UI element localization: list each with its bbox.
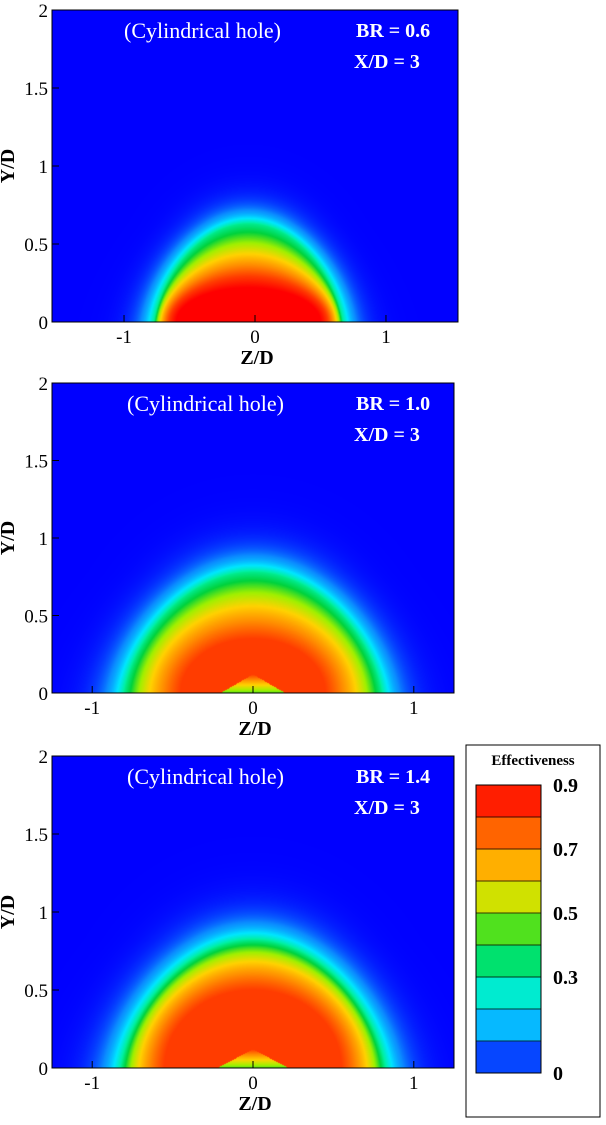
- x-tick-label: 0: [250, 327, 260, 348]
- panel-1: -1 0 1 0 0.5 1 1.5 2 Z/D Y/D (Cylindrical hole) BR …: [0, 1, 459, 369]
- y-tick-label: 1: [39, 157, 49, 178]
- panel-2: -1 0 1 0 0.5 1 1.5 2 Z/D Y/D (Cylindrical hole) BR …: [0, 374, 455, 740]
- x-tick-label: 1: [409, 698, 419, 719]
- blowing-ratio-label: BR = 0.6: [356, 20, 430, 42]
- y-tick-label: 1: [39, 529, 49, 550]
- x-axis-title: Z/D: [238, 1093, 271, 1115]
- blowing-ratio-label: BR = 1.0: [356, 393, 430, 415]
- y-tick-label: 0.5: [24, 981, 48, 1002]
- effectiveness-contour: [52, 10, 458, 322]
- y-tick-label: 0: [39, 684, 49, 705]
- x-tick-label: 0: [248, 1073, 258, 1094]
- streamwise-position-label: X/D = 3: [354, 797, 420, 819]
- x-tick-label: 0: [248, 698, 258, 719]
- colorbar-level: [476, 849, 541, 882]
- colorbar-title: Effectiveness: [491, 753, 574, 769]
- panels: -1 0 1 0 0.5 1 1.5 2 Z/D Y/D (Cylindrical hole) BR …: [0, 1, 459, 1115]
- colorbar-tick-label: 0: [553, 1063, 563, 1085]
- effectiveness-contour: [52, 383, 454, 693]
- x-tick-label: -1: [84, 698, 100, 719]
- colorbar-tick-label: 0.3: [553, 967, 578, 989]
- hole-type-annotation: (Cylindrical hole): [127, 764, 284, 789]
- y-tick-label: 2: [39, 747, 49, 768]
- y-tick-label: 0: [39, 1059, 49, 1080]
- y-tick-label: 0: [39, 313, 49, 334]
- effectiveness-contour: [52, 756, 454, 1068]
- x-axis-title: Z/D: [238, 718, 271, 740]
- streamwise-position-label: X/D = 3: [354, 51, 420, 73]
- panel-3: -1 0 1 0 0.5 1 1.5 2 Z/D Y/D (Cylindrical hole) BR …: [0, 747, 455, 1115]
- y-axis-title: Y/D: [0, 521, 19, 555]
- colorbar-level: [476, 1041, 541, 1074]
- streamwise-position-label: X/D = 3: [354, 424, 420, 446]
- y-tick-label: 0.5: [24, 607, 48, 628]
- x-tick-label: 1: [381, 327, 391, 348]
- colorbar-level: [476, 945, 541, 978]
- y-tick-label: 2: [39, 374, 49, 395]
- y-tick-label: 0.5: [24, 235, 48, 256]
- x-tick-label: -1: [84, 1073, 100, 1094]
- y-tick-label: 2: [39, 1, 49, 22]
- colorbar-bar-frame: [475, 784, 542, 1074]
- colorbar-tick-label: 0.9: [553, 775, 578, 797]
- colorbar-level: [476, 881, 541, 914]
- hole-type-annotation: (Cylindrical hole): [124, 18, 281, 43]
- colorbar-level: [476, 1009, 541, 1042]
- y-axis-title: Y/D: [0, 895, 19, 929]
- colorbar-level: [476, 977, 541, 1010]
- colorbar: Effectiveness 0.9 0.7 0.5 0.3 0: [465, 744, 601, 1118]
- y-tick-label: 1.5: [24, 79, 48, 100]
- colorbar-level: [476, 785, 541, 818]
- y-tick-label: 1: [39, 903, 49, 924]
- colorbar-level: [476, 913, 541, 946]
- x-tick-label: -1: [116, 327, 132, 348]
- y-axis-title: Y/D: [0, 149, 19, 183]
- y-tick-label: 1.5: [24, 825, 48, 846]
- y-tick-label: 1.5: [24, 452, 48, 473]
- hole-type-annotation: (Cylindrical hole): [127, 391, 284, 416]
- x-tick-label: 1: [409, 1073, 419, 1094]
- colorbar-tick-label: 0.7: [553, 839, 578, 861]
- colorbar-level: [476, 817, 541, 850]
- colorbar-tick-label: 0.5: [553, 903, 578, 925]
- blowing-ratio-label: BR = 1.4: [356, 766, 430, 788]
- x-axis-title: Z/D: [240, 347, 273, 369]
